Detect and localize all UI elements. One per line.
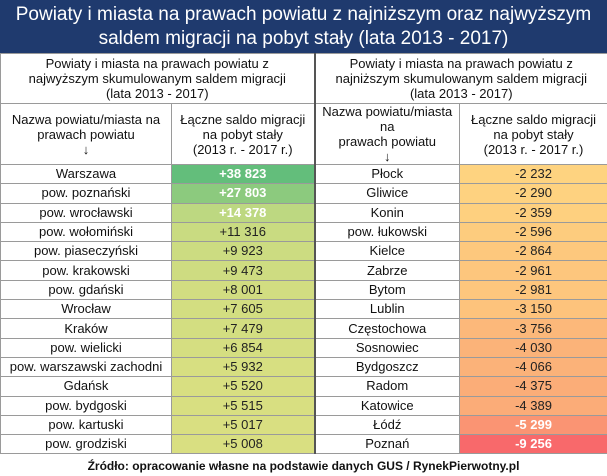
table-row: pow. bydgoski +5 515 Katowice -4 389 [0, 395, 607, 416]
right-name-cell: Radom [313, 376, 460, 397]
right-name-cell: pow. łukowski [313, 221, 460, 243]
right-value-cell: -4 030 [459, 337, 607, 358]
right-value-cell: -5 299 [459, 414, 607, 436]
left-value-cell: +11 316 [171, 221, 315, 243]
table-row: pow. warszawski zachodni +5 932 Bydgoszc… [0, 356, 607, 378]
left-value-cell: +27 803 [171, 183, 315, 204]
table-row: pow. krakowski +9 473 Zabrze -2 961 [0, 260, 607, 281]
left-name-cell: pow. poznański [0, 183, 172, 204]
right-value-cell: -4 375 [459, 376, 607, 397]
right-value-cell: -2 232 [459, 163, 607, 185]
left-value-cell: +8 001 [171, 279, 315, 301]
left-value-cell: +9 923 [171, 241, 315, 262]
down-arrow-icon: ↓ [384, 149, 391, 164]
table-row: pow. gdański +8 001 Bytom -2 981 [0, 279, 607, 301]
right-value-cell: -4 066 [459, 356, 607, 378]
left-name-cell: pow. gdański [0, 279, 172, 301]
left-name-cell: pow. piaseczyński [0, 241, 172, 262]
left-name-cell: pow. kartuski [0, 414, 172, 436]
right-name-cell: Łódź [313, 414, 460, 436]
right-name-cell: Częstochowa [313, 318, 460, 339]
left-name-cell: pow. krakowski [0, 260, 172, 281]
left-value-cell: +5 520 [171, 376, 315, 397]
right-value-cell: -2 290 [459, 183, 607, 204]
left-value-cell: +38 823 [171, 163, 315, 185]
right-section-header: Powiaty i miasta na prawach powiatu z na… [313, 53, 607, 104]
left-name-cell: pow. bydgoski [0, 395, 172, 416]
left-name-column-header: Nazwa powiatu/miasta na prawach powiatu … [0, 103, 172, 165]
left-value-cell: +9 473 [171, 260, 315, 281]
right-value-cell: -2 359 [459, 202, 607, 223]
left-value-cell: +5 932 [171, 356, 315, 378]
left-name-cell: pow. warszawski zachodni [0, 356, 172, 378]
left-name-cell: pow. wrocławski [0, 202, 172, 223]
left-value-cell: +5 017 [171, 414, 315, 436]
table-row: Warszawa +38 823 Płock -2 232 [0, 163, 607, 185]
title-line-1: Powiaty i miasta na prawach powiatu z na… [15, 4, 592, 25]
right-name-cell: Gliwice [313, 183, 460, 204]
right-value-cell: -4 389 [459, 395, 607, 416]
source-note: Źródło: opracowanie własne na podstawie … [87, 459, 520, 473]
table-row: pow. poznański +27 803 Gliwice -2 290 [0, 183, 607, 204]
table-row: pow. kartuski +5 017 Łódź -5 299 [0, 414, 607, 436]
table-row: pow. wielicki +6 854 Sosnowiec -4 030 [0, 337, 607, 358]
right-name-cell: Zabrze [313, 260, 460, 281]
table-row: pow. wołomiński +11 316 pow. łukowski -2… [0, 221, 607, 243]
table-row: Gdańsk +5 520 Radom -4 375 [0, 376, 607, 397]
right-value-cell: -2 961 [459, 260, 607, 281]
left-name-cell: pow. wołomiński [0, 221, 172, 243]
right-name-cell: Sosnowiec [313, 337, 460, 358]
left-name-cell: Kraków [0, 318, 172, 339]
table-row: pow. piaseczyński +9 923 Kielce -2 864 [0, 241, 607, 262]
left-value-cell: +5 515 [171, 395, 315, 416]
down-arrow-icon: ↓ [82, 141, 90, 157]
right-name-cell: Lublin [313, 299, 460, 320]
right-name-column-header: Nazwa powiatu/miasta na prawach powiatu … [313, 103, 460, 165]
table-row: pow. wrocławski +14 378 Konin -2 359 [0, 202, 607, 223]
column-header-row: Nazwa powiatu/miasta na prawach powiatu … [0, 103, 607, 165]
right-value-cell: -2 864 [459, 241, 607, 262]
right-name-cell: Kielce [313, 241, 460, 262]
right-value-cell: -3 150 [459, 299, 607, 320]
right-name-cell: Płock [313, 163, 460, 185]
left-value-cell: +5 008 [171, 434, 315, 455]
table-row: Kraków +7 479 Częstochowa -3 756 [0, 318, 607, 339]
right-value-cell: -9 256 [459, 434, 607, 455]
title-line-2: saldem migracji na pobyt stały (lata 201… [98, 28, 509, 49]
left-value-cell: +14 378 [171, 202, 315, 223]
left-value-cell: +6 854 [171, 337, 315, 358]
left-value-cell: +7 479 [171, 318, 315, 339]
right-name-cell: Katowice [313, 395, 460, 416]
right-name-cell: Bytom [313, 279, 460, 301]
right-value-cell: -3 756 [459, 318, 607, 339]
left-name-cell: pow. wielicki [0, 337, 172, 358]
migration-table: Powiaty i miasta na prawach powiatu z na… [0, 53, 607, 455]
left-name-cell: Warszawa [0, 163, 172, 185]
right-name-cell: Bydgoszcz [313, 356, 460, 378]
left-value-column-header: Łączne saldo migracji na pobyt stały (20… [171, 103, 315, 165]
left-section-header: Powiaty i miasta na prawach powiatu z na… [0, 53, 315, 104]
left-name-cell: pow. grodziski [0, 434, 172, 455]
left-name-cell: Wrocław [0, 299, 172, 320]
right-name-cell: Konin [313, 202, 460, 223]
right-name-cell: Poznań [313, 434, 460, 455]
table-row: pow. grodziski +5 008 Poznań -9 256 [0, 434, 607, 455]
section-header-row: Powiaty i miasta na prawach powiatu z na… [0, 53, 607, 104]
table-title: Powiaty i miasta na prawach powiatu z na… [0, 0, 607, 53]
right-value-column-header: Łączne saldo migracji na pobyt stały (20… [459, 103, 607, 165]
left-name-cell: Gdańsk [0, 376, 172, 397]
table-row: Wrocław +7 605 Lublin -3 150 [0, 299, 607, 320]
left-value-cell: +7 605 [171, 299, 315, 320]
right-value-cell: -2 596 [459, 221, 607, 243]
right-value-cell: -2 981 [459, 279, 607, 301]
